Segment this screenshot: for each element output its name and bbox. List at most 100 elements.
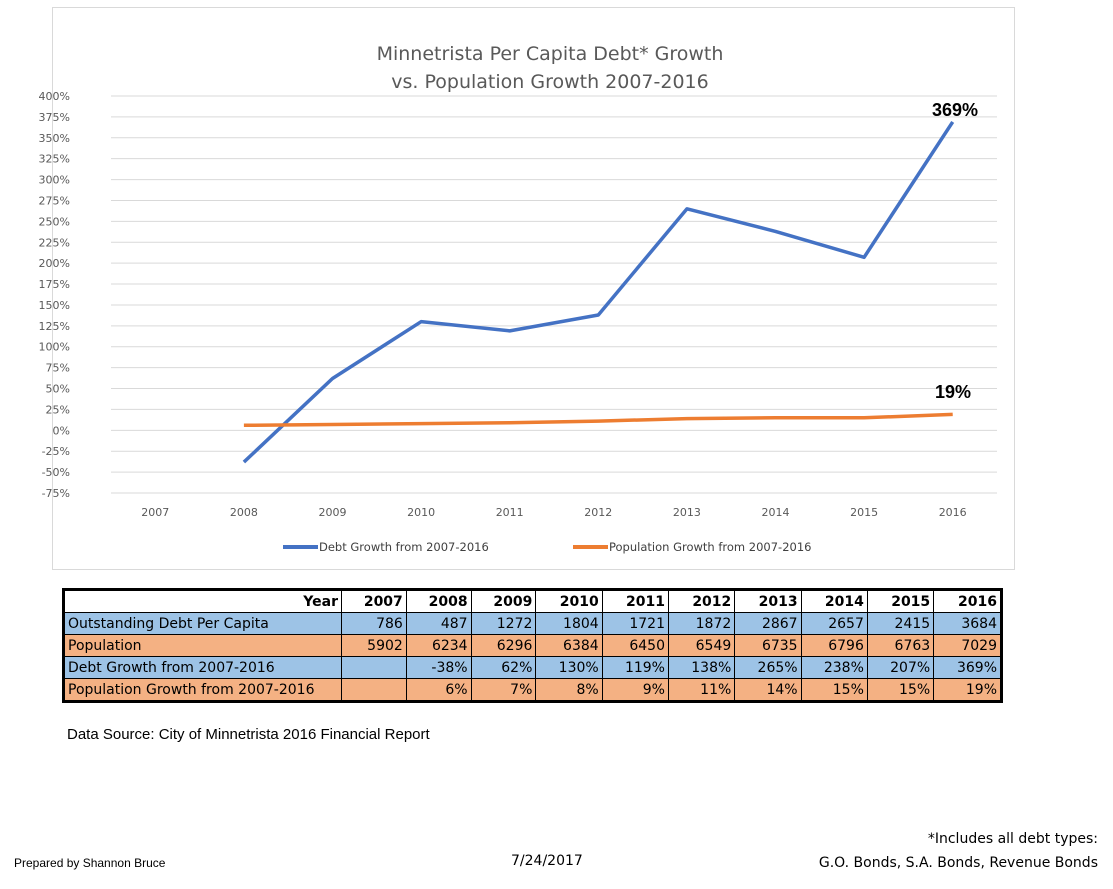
y-tick-label: 125%	[39, 320, 70, 333]
y-tick-label: 350%	[39, 132, 70, 145]
y-tick-label: -25%	[42, 445, 70, 458]
table-cell: 130%	[535, 656, 603, 679]
year-header: 2010	[535, 589, 603, 613]
table-cell: 2657	[800, 612, 868, 635]
x-tick-label: 2009	[319, 506, 347, 519]
table-cell: 62%	[470, 656, 537, 679]
y-tick-label: 75%	[46, 362, 70, 375]
table-cell: 6735	[734, 634, 802, 657]
table-row: Outstanding Debt Per Capita 786 487 1272 180…	[63, 612, 1002, 635]
footnote-line-1: *Includes all debt types:	[927, 831, 1098, 847]
table-cell: 5902	[341, 634, 407, 657]
year-header: 2014	[800, 589, 868, 613]
table-cell: 786	[341, 612, 407, 635]
table-cell: 6384	[535, 634, 603, 657]
table-cell: 6450	[601, 634, 669, 657]
table-cell: 6549	[667, 634, 736, 657]
year-header: 2015	[866, 589, 935, 613]
x-tick-label: 2010	[407, 506, 435, 519]
table-cell: 369%	[933, 656, 1002, 679]
year-header: 2016	[933, 589, 1002, 613]
table-cell: 6796	[800, 634, 868, 657]
table-row: Debt Growth from 2007-2016 -38% 62% 130% 119…	[63, 656, 1002, 679]
table-cell: 138%	[667, 656, 736, 679]
y-tick-label: 275%	[39, 194, 70, 207]
table-cell: 487	[405, 612, 472, 635]
table-cell: 207%	[866, 656, 935, 679]
y-tick-label: 50%	[46, 383, 70, 396]
table-cell: 8%	[535, 678, 603, 702]
table-cell: 7029	[933, 634, 1002, 657]
chart-frame	[52, 7, 1015, 570]
table-cell: 1272	[470, 612, 537, 635]
header-label: Year	[63, 589, 342, 613]
line-chart: Minnetrista Per Capita Debt* Growth vs. P…	[39, 43, 997, 554]
table-cell: 15%	[866, 678, 935, 702]
y-tick-label: -50%	[42, 466, 70, 479]
table-cell	[341, 678, 407, 702]
series-line-debt-growth	[242, 120, 955, 464]
x-tick-label: 2012	[584, 506, 612, 519]
table-cell: 1721	[601, 612, 669, 635]
data-source: Data Source: City of Minnetrista 2016 Fi…	[67, 726, 430, 743]
table-cell: 1872	[667, 612, 736, 635]
legend-label: Debt Growth from 2007-2016	[319, 540, 489, 554]
table-header-row: Year 2007 2008 2009 2010 2011 2012 2013 2014 2015…	[63, 589, 1002, 613]
y-tick-label: 225%	[39, 236, 70, 249]
table-row: Population 5902 6234 6296 6384 6450 6549 6735 67…	[63, 634, 1002, 657]
footnote-line-2: G.O. Bonds, S.A. Bonds, Revenue Bonds	[818, 855, 1098, 871]
prepared-by: Prepared by Shannon Bruce	[14, 856, 166, 870]
table-cell: 15%	[800, 678, 868, 702]
table-cell: 6234	[405, 634, 472, 657]
table-cell: 265%	[734, 656, 802, 679]
table-cell: 2867	[734, 612, 802, 635]
table-cell: 238%	[800, 656, 868, 679]
table-cell: 14%	[734, 678, 802, 702]
y-tick-label: 325%	[39, 153, 70, 166]
table-cell	[341, 656, 407, 679]
y-tick-label: 25%	[46, 403, 70, 416]
row-label: Population	[63, 634, 342, 657]
x-tick-label: 2013	[673, 506, 701, 519]
table-cell: 119%	[601, 656, 669, 679]
row-label: Debt Growth from 2007-2016	[63, 656, 342, 679]
table-cell: 19%	[933, 678, 1002, 702]
y-tick-label: 150%	[39, 299, 70, 312]
year-header: 2012	[667, 589, 736, 613]
table-cell: 1804	[535, 612, 603, 635]
chart-title-line: vs. Population Growth 2007-2016	[391, 71, 708, 93]
x-tick-label: 2015	[850, 506, 878, 519]
table-row: Population Growth from 2007-2016 6% 7% 8% 9%…	[63, 678, 1002, 702]
y-tick-label: 100%	[39, 341, 70, 354]
y-tick-label: 0%	[53, 424, 70, 437]
row-label: Outstanding Debt Per Capita	[63, 612, 342, 635]
table-cell: 11%	[667, 678, 736, 702]
y-tick-label: 200%	[39, 257, 70, 270]
table-cell: -38%	[405, 656, 472, 679]
x-tick-label: 2016	[939, 506, 967, 519]
data-table: Year 2007 2008 2009 2010 2011 2012 2013 2014 2015…	[62, 588, 1003, 703]
table-cell: 2415	[866, 612, 935, 635]
x-tick-label: 2007	[141, 506, 169, 519]
end-data-label: 19%	[935, 382, 971, 402]
y-tick-label: 300%	[39, 174, 70, 187]
year-header: 2009	[470, 589, 537, 613]
x-tick-label: 2014	[762, 506, 790, 519]
legend-label: Population Growth from 2007-2016	[609, 540, 811, 554]
year-header: 2007	[341, 589, 407, 613]
row-label: Population Growth from 2007-2016	[63, 678, 342, 702]
year-header: 2008	[405, 589, 472, 613]
y-tick-label: 400%	[39, 90, 70, 103]
y-tick-label: 250%	[39, 215, 70, 228]
series-line-population-growth	[243, 412, 953, 428]
end-data-label: 369%	[932, 100, 978, 120]
chart-title-line: Minnetrista Per Capita Debt* Growth	[377, 43, 724, 65]
date: 7/24/2017	[511, 853, 583, 869]
table-cell: 6%	[405, 678, 472, 702]
x-tick-label: 2008	[230, 506, 258, 519]
table-cell: 7%	[470, 678, 537, 702]
y-tick-label: 375%	[39, 111, 70, 124]
table-cell: 6296	[470, 634, 537, 657]
x-tick-label: 2011	[496, 506, 524, 519]
table-cell: 3684	[933, 612, 1002, 635]
